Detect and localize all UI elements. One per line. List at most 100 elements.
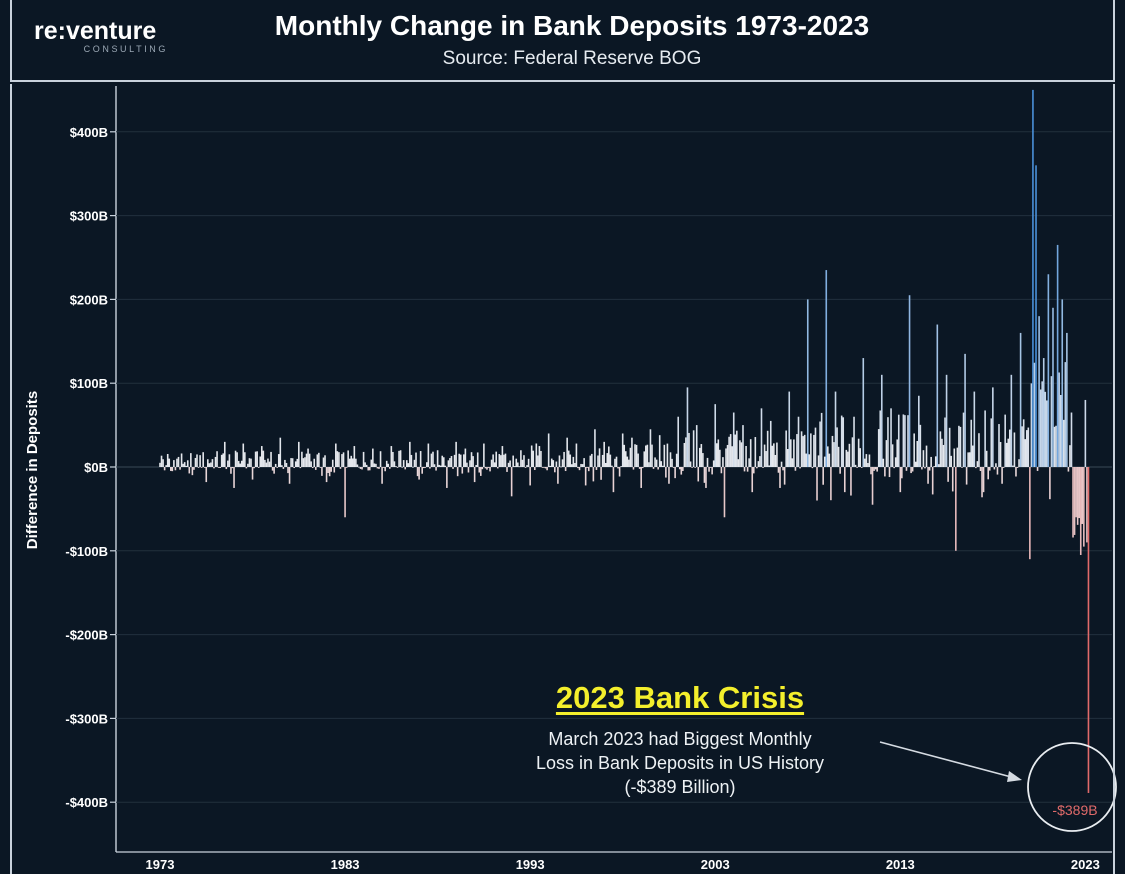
bar — [850, 467, 852, 496]
bar — [256, 451, 258, 467]
bar — [216, 451, 218, 467]
bar — [1050, 376, 1053, 467]
bar — [623, 444, 626, 467]
bar — [308, 453, 311, 467]
bar — [446, 467, 448, 488]
bar — [552, 460, 555, 467]
bar — [267, 458, 269, 467]
bar — [816, 467, 818, 501]
bar — [665, 467, 667, 478]
bar — [752, 467, 755, 474]
bar — [854, 464, 857, 467]
bar — [179, 467, 181, 470]
bar — [759, 456, 761, 467]
bar — [931, 467, 934, 495]
y-tick-label: $200B — [70, 292, 108, 307]
chart-subtitle: Source: Federal Reserve BOG — [442, 48, 702, 69]
annotation-line-3: (-$389 Billion) — [624, 777, 736, 797]
bar — [409, 441, 411, 467]
bar — [328, 467, 331, 477]
bar — [860, 467, 863, 468]
bar — [999, 441, 1002, 467]
bar — [675, 453, 678, 467]
bar — [797, 416, 800, 467]
bar — [888, 467, 891, 478]
bar — [885, 440, 888, 467]
bar — [313, 458, 316, 467]
bar — [449, 458, 451, 467]
bar — [190, 453, 192, 467]
bar — [646, 444, 649, 467]
bar — [270, 451, 272, 467]
bar — [529, 467, 531, 486]
bar — [749, 439, 752, 467]
bar — [501, 446, 504, 467]
bar — [429, 467, 431, 469]
bar — [786, 449, 789, 467]
bar — [862, 358, 865, 467]
bar — [928, 467, 931, 471]
bar — [219, 467, 221, 468]
bar — [982, 467, 985, 493]
bar — [592, 467, 595, 482]
bar — [159, 462, 161, 467]
bar — [685, 437, 687, 467]
callout-value: -$389B — [1052, 802, 1097, 818]
bar — [177, 456, 180, 467]
bar — [880, 374, 883, 467]
bar — [757, 461, 760, 467]
bar — [430, 453, 433, 467]
annotation-arrow — [879, 741, 1016, 779]
bar — [882, 458, 885, 467]
bar — [407, 463, 410, 467]
bar — [298, 441, 300, 467]
bar — [1073, 467, 1076, 535]
bar — [847, 451, 849, 467]
bar — [483, 443, 485, 467]
bar — [381, 467, 383, 484]
bar — [1084, 399, 1087, 467]
bar — [731, 446, 733, 467]
bar — [389, 467, 391, 469]
bar — [669, 452, 672, 467]
bar — [455, 441, 457, 467]
bar — [793, 439, 795, 467]
bar — [364, 462, 366, 467]
bar — [719, 449, 721, 467]
bar — [233, 467, 235, 488]
bar — [257, 467, 260, 468]
bar — [290, 458, 292, 467]
bar — [648, 462, 650, 467]
bar — [557, 467, 559, 484]
bar — [771, 445, 774, 467]
bar — [645, 445, 647, 467]
bar — [968, 452, 971, 467]
bar — [281, 465, 283, 467]
bar — [419, 451, 422, 467]
bars — [159, 89, 1090, 793]
bar — [993, 467, 996, 470]
bar — [868, 454, 871, 467]
bar — [649, 429, 652, 467]
bar — [330, 467, 332, 472]
y-tick-label: $300B — [70, 209, 108, 224]
bar — [324, 455, 326, 467]
bar — [163, 467, 166, 471]
bar — [518, 466, 521, 468]
annotation-line-1: March 2023 had Biggest Monthly — [548, 729, 812, 749]
bar — [796, 434, 798, 467]
bar — [183, 462, 186, 467]
bar — [840, 415, 843, 467]
bar — [186, 460, 189, 467]
bar — [392, 451, 394, 467]
bar — [831, 435, 834, 467]
bar — [191, 467, 194, 476]
bar — [936, 324, 939, 467]
bar — [495, 451, 498, 467]
bar — [604, 462, 607, 467]
bar — [439, 465, 442, 467]
bar — [537, 455, 539, 467]
bar — [311, 467, 314, 469]
bar — [237, 460, 240, 467]
bar — [453, 454, 456, 467]
